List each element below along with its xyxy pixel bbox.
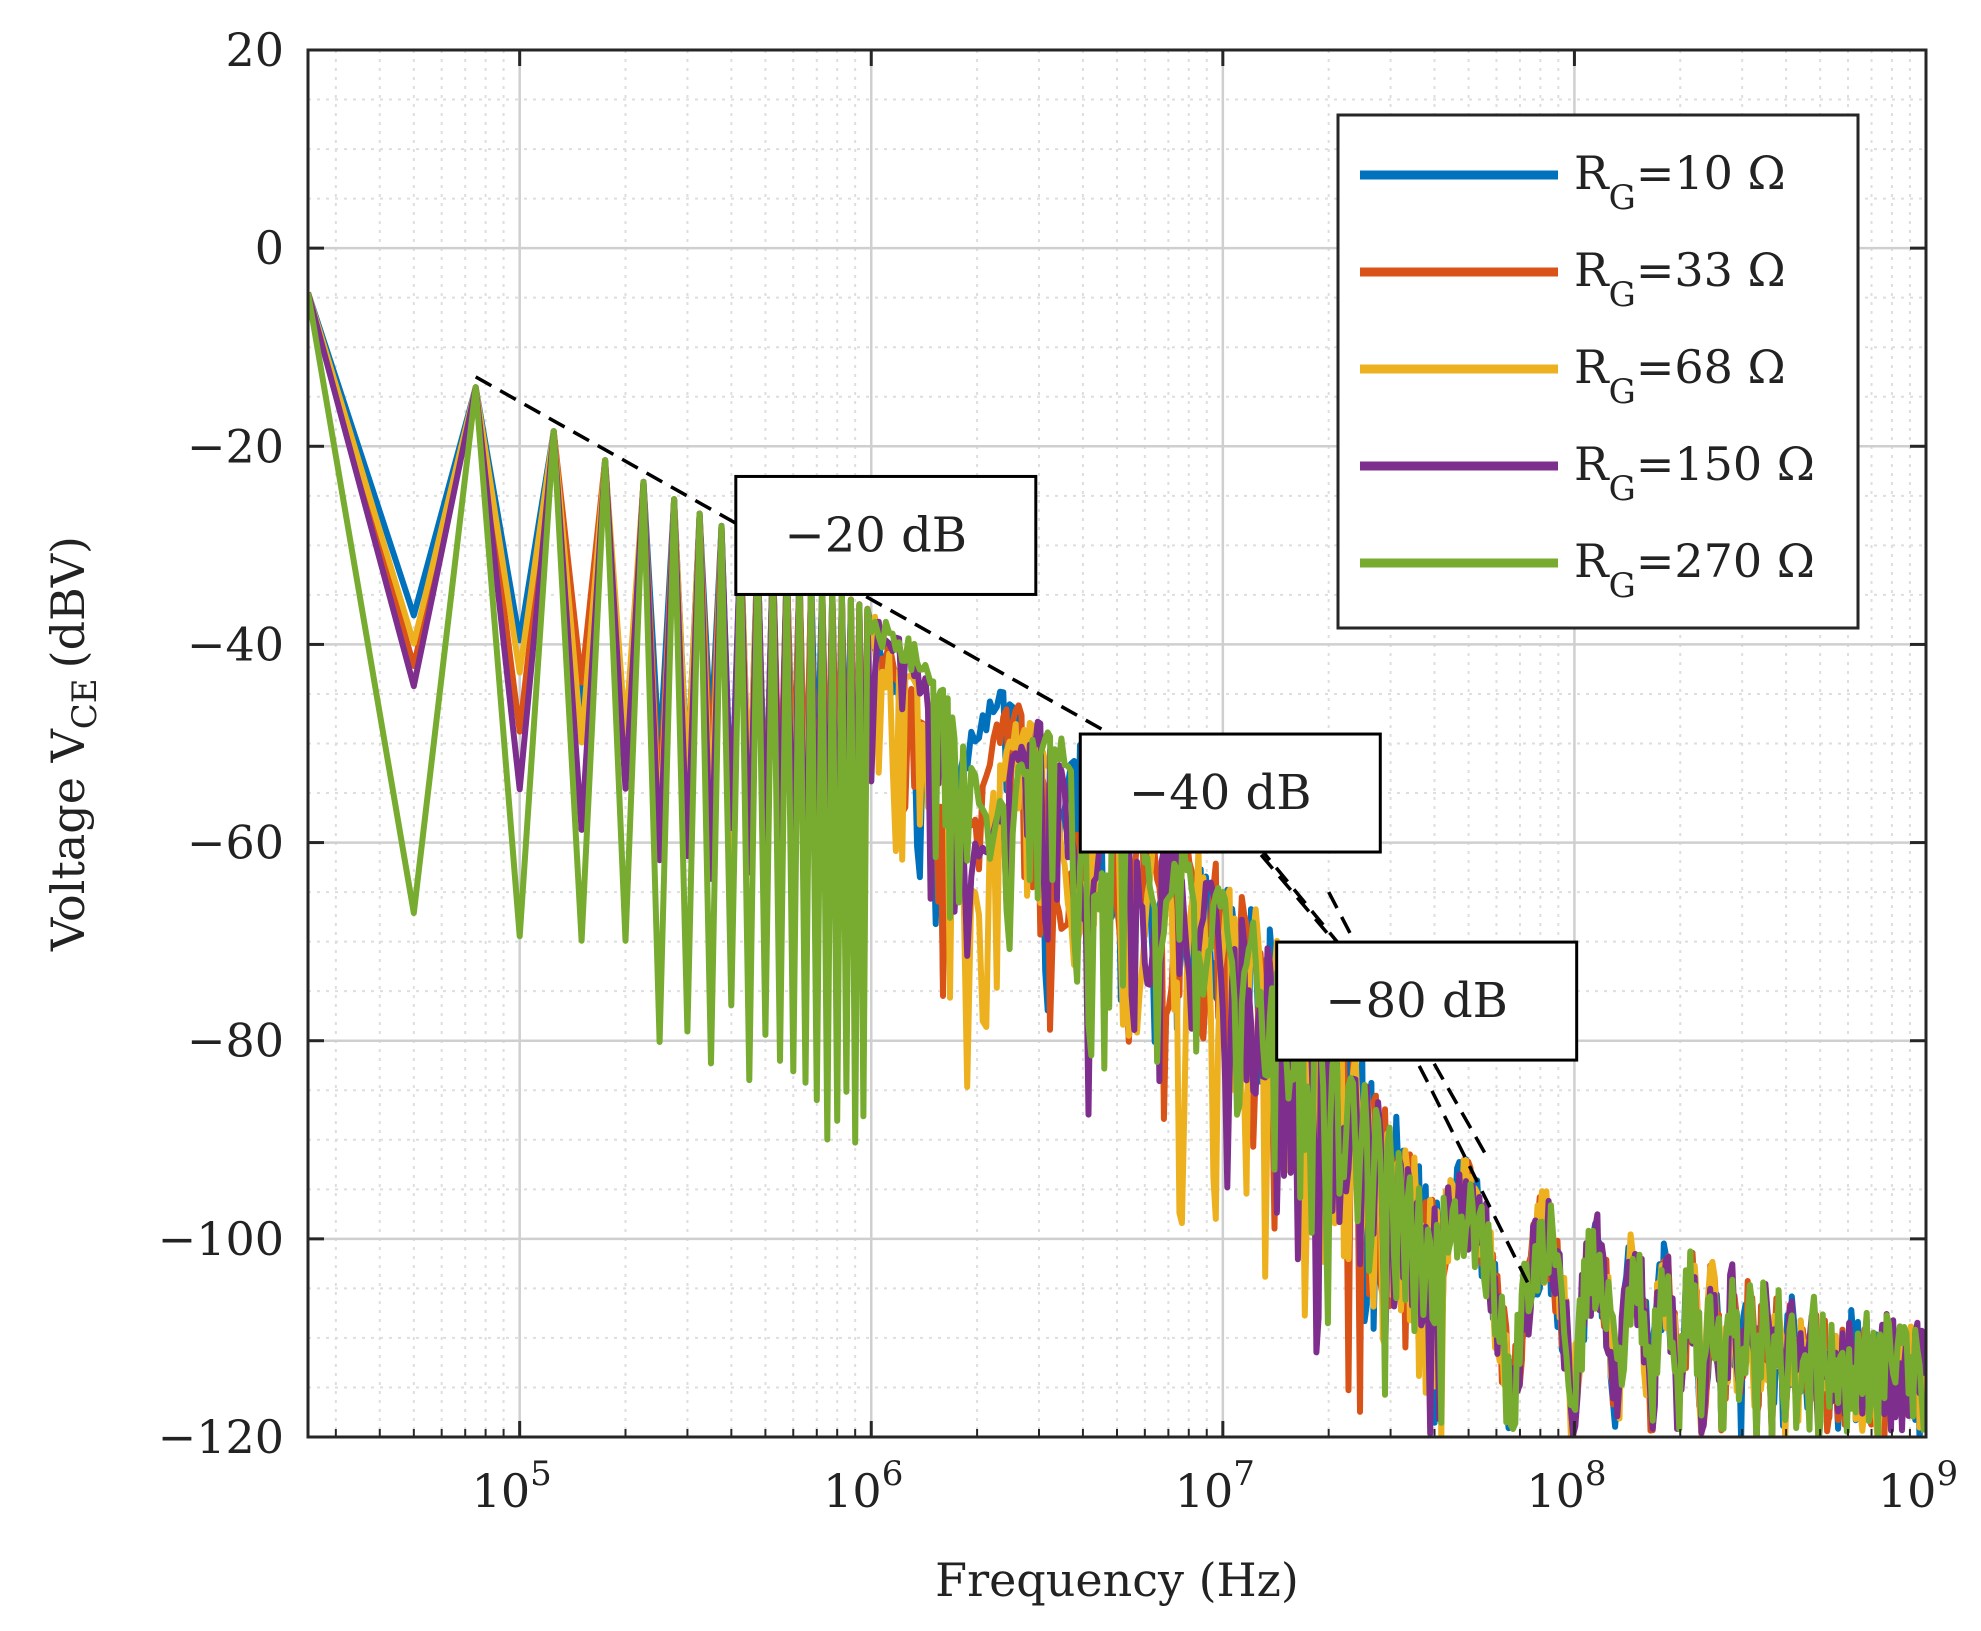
- x-tick-label: 108: [1526, 1454, 1606, 1518]
- y-tick-label: −20: [187, 419, 284, 473]
- y-tick-label: −60: [187, 816, 284, 870]
- slope-annotation-text: −20 dB: [785, 507, 968, 563]
- y-tick-label: −100: [158, 1212, 284, 1266]
- legend-label-4: RG=150 Ω: [1574, 437, 1815, 509]
- x-tick-label: 107: [1175, 1454, 1255, 1518]
- slope-annotation-box: [734, 474, 1038, 596]
- y-tick-label: 20: [225, 23, 284, 77]
- x-tick-label: 105: [472, 1454, 552, 1518]
- slope-annotation-box: [1078, 732, 1382, 854]
- slope-annotation-box: [1275, 940, 1579, 1062]
- axis-tick-labels: 105 106 107 108 109 20 0 −20 −40 −60 −80 −100 −120: [158, 23, 1958, 1518]
- legend-label-2: RG=33 Ω: [1574, 243, 1786, 315]
- y-axis-title-main: Voltage V: [41, 728, 95, 952]
- y-tick-label: −80: [187, 1014, 284, 1068]
- y-tick-label: −40: [187, 617, 284, 671]
- legend-label-5: RG=270 Ω: [1574, 534, 1815, 606]
- slope-annotation-text: −80 dB: [1325, 973, 1508, 1029]
- legend-label-3: RG=68 Ω: [1574, 340, 1786, 412]
- y-axis-title-sub: CE: [65, 678, 105, 729]
- series-line-5: [308, 292, 1926, 1437]
- legend: RG=10 Ω RG=33 Ω RG=68 Ω RG=150 Ω RG=270 Ω: [1336, 113, 1860, 630]
- x-tick-label: 109: [1878, 1454, 1958, 1518]
- x-tick-label: 106: [823, 1454, 903, 1518]
- slope-annotations: −20 dB −40 dB −80 dB: [734, 474, 1579, 1062]
- x-axis-title: Frequency (Hz): [935, 1553, 1299, 1607]
- y-tick-label: 0: [255, 221, 284, 275]
- series-lines: [308, 291, 1926, 1437]
- asymptote-1: [474, 375, 1146, 755]
- y-axis-title: Voltage VCE (dBV): [41, 536, 105, 952]
- axis-ticks: [308, 48, 1928, 1439]
- y-tick-label: −120: [158, 1410, 284, 1464]
- legend-label-1: RG=10 Ω: [1574, 146, 1786, 218]
- slope-annotation-text: −40 dB: [1129, 765, 1312, 821]
- y-axis-title-unit: (dBV): [41, 536, 95, 668]
